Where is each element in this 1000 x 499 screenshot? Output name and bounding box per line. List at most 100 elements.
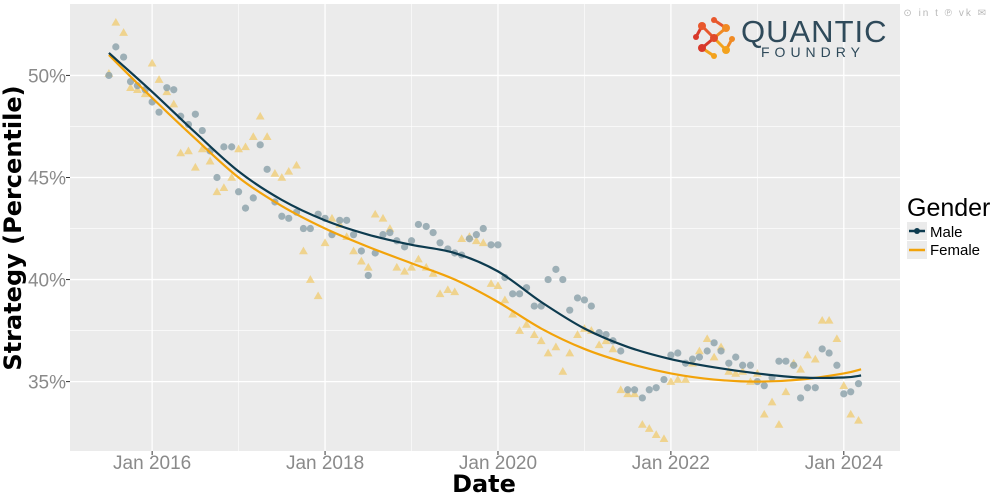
- female-point: [594, 340, 604, 349]
- female-point: [320, 238, 330, 247]
- male-point: [638, 394, 646, 402]
- male-point: [509, 290, 517, 298]
- male-point: [306, 224, 314, 233]
- female-point: [817, 315, 827, 324]
- female-point: [724, 366, 734, 375]
- female-point: [255, 111, 265, 120]
- brand-name: QUANTIC: [741, 14, 888, 49]
- female-point: [428, 269, 438, 277]
- male-point: [400, 243, 409, 251]
- female-point: [241, 142, 250, 151]
- male-point: [710, 339, 718, 347]
- male-point: [336, 216, 344, 224]
- y-tick-label: 40%: [28, 271, 66, 292]
- y-tick-label: 50%: [28, 66, 66, 87]
- female-point: [702, 334, 712, 343]
- male-point: [285, 214, 293, 222]
- male-point: [278, 212, 286, 220]
- female-point: [536, 336, 546, 345]
- male-point: [667, 351, 675, 359]
- male-point: [105, 71, 113, 80]
- female-point: [234, 144, 243, 153]
- female-point: [810, 354, 820, 363]
- female-point: [219, 183, 229, 191]
- female-point: [824, 315, 834, 324]
- male-point: [184, 120, 193, 129]
- female-point: [508, 309, 518, 318]
- male-point: [645, 386, 653, 394]
- male-point: [429, 229, 437, 237]
- female-point: [270, 169, 280, 177]
- female-point: [356, 256, 366, 265]
- male-point: [414, 220, 423, 229]
- male-point: [739, 361, 747, 369]
- male-point: [213, 173, 221, 182]
- male-point: [220, 143, 228, 151]
- female-point: [493, 281, 503, 289]
- male-point: [256, 141, 264, 149]
- male-point: [854, 380, 863, 388]
- legend-title: Gender: [907, 194, 990, 222]
- legend-label-male: Male: [930, 224, 963, 241]
- female-point: [522, 320, 531, 328]
- female-point: [147, 58, 157, 67]
- female-point: [486, 279, 496, 287]
- female-point: [644, 424, 654, 432]
- male-point: [494, 241, 502, 249]
- female-point: [443, 285, 453, 294]
- male-point: [357, 247, 365, 255]
- male-point: [479, 224, 487, 233]
- female-point: [651, 430, 661, 438]
- female-point: [803, 350, 812, 359]
- female-point: [363, 262, 373, 271]
- male-point: [487, 241, 495, 249]
- male-point: [617, 347, 625, 355]
- female-point: [774, 420, 784, 428]
- gridlines: [70, 4, 900, 451]
- male-point: [587, 302, 595, 310]
- female-point: [392, 262, 402, 271]
- y-axis-title: Strategy (Percentile): [0, 85, 27, 370]
- male-point: [803, 384, 812, 392]
- female-point: [731, 369, 741, 377]
- female-point: [673, 375, 683, 383]
- x-axis-ticks: Jan 2016 Jan 2018 Jan 2020 Jan 2022 Jan 2024: [113, 451, 883, 474]
- x-tick-label: Jan 2018: [286, 453, 364, 474]
- female-point: [327, 213, 337, 222]
- male-point: [198, 126, 206, 135]
- female-point: [709, 352, 719, 361]
- male-point: [530, 302, 538, 310]
- female-point: [666, 377, 676, 385]
- female-point: [111, 17, 121, 26]
- female-point: [370, 209, 380, 218]
- female-point: [659, 434, 669, 443]
- male-point: [717, 347, 725, 355]
- x-tick-label: Jan 2022: [632, 453, 710, 474]
- male-point: [703, 347, 711, 355]
- female-point: [832, 334, 842, 343]
- male-point: [732, 353, 740, 361]
- female-point: [205, 156, 215, 165]
- female-point: [176, 148, 186, 157]
- male-point: [120, 53, 128, 61]
- female-point: [305, 275, 315, 283]
- share-icons[interactable]: f 𝕏 ⊙ in t ℗ vk ✉: [879, 8, 988, 19]
- male-point: [688, 355, 697, 363]
- male-point: [630, 386, 639, 394]
- male-point: [840, 390, 848, 398]
- female-point: [529, 330, 539, 338]
- legend-label-female: Female: [930, 242, 980, 259]
- male-point: [299, 224, 308, 233]
- female-point: [478, 238, 488, 247]
- male-point: [573, 294, 582, 302]
- male-point: [760, 382, 768, 390]
- male-point: [422, 222, 430, 231]
- female-point: [378, 213, 388, 222]
- female-point: [681, 375, 690, 383]
- male-trend-line: [108, 52, 862, 380]
- female-point: [637, 420, 647, 428]
- y-tick-label: 35%: [28, 373, 66, 394]
- male-point: [695, 353, 704, 361]
- male-point: [559, 275, 567, 284]
- male-point: [782, 357, 790, 365]
